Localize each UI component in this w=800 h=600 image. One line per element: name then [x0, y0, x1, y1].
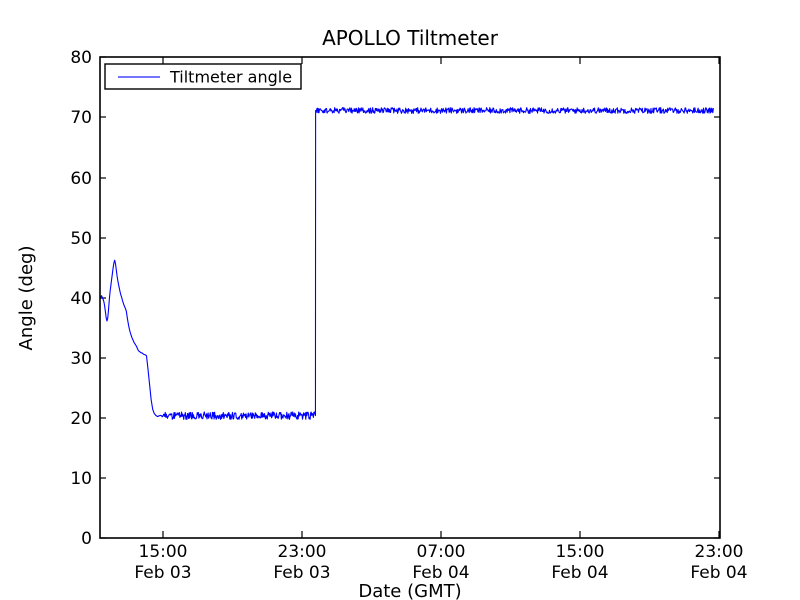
x-axis-ticks: 15:00 Feb 03 23:00 Feb 03 07:00 Feb 04 1… — [134, 57, 748, 583]
x-tick-label-time: 23:00 — [278, 542, 327, 562]
y-tick-label: 0 — [81, 529, 92, 549]
x-tick-0: 15:00 Feb 03 — [134, 57, 192, 583]
y-tick-label: 20 — [70, 409, 92, 429]
y-axis-title: Angle (deg) — [16, 246, 37, 351]
page-title: APOLLO Tiltmeter — [322, 26, 499, 50]
x-tick-label-time: 23:00 — [695, 542, 744, 562]
y-tick-label: 10 — [70, 469, 92, 489]
x-tick-label-date: Feb 04 — [412, 563, 469, 583]
y-tick-label: 60 — [70, 169, 92, 189]
x-tick-label-date: Feb 03 — [273, 563, 330, 583]
y-tick-20: 20 — [70, 409, 720, 429]
y-axis-ticks: 0 10 20 30 40 — [70, 48, 720, 549]
y-tick-30: 30 — [70, 349, 720, 369]
plot-area-background — [100, 57, 720, 538]
y-tick-label: 80 — [70, 48, 92, 68]
legend-label-tiltmeter-angle: Tiltmeter angle — [169, 68, 292, 87]
x-tick-label-time: 15:00 — [139, 542, 188, 562]
y-tick-10: 10 — [70, 469, 720, 489]
x-tick-label-time: 15:00 — [556, 542, 605, 562]
y-tick-70: 70 — [70, 108, 720, 128]
x-tick-label-time: 07:00 — [417, 542, 466, 562]
y-tick-label: 30 — [70, 349, 92, 369]
x-tick-label-date: Feb 04 — [690, 563, 747, 583]
y-tick-label: 70 — [70, 108, 92, 128]
tiltmeter-angle-series — [100, 107, 714, 420]
y-tick-label: 40 — [70, 289, 92, 309]
x-tick-1: 23:00 Feb 03 — [273, 57, 331, 583]
y-tick-60: 60 — [70, 169, 720, 189]
x-tick-2: 07:00 Feb 04 — [412, 57, 470, 583]
x-tick-label-date: Feb 04 — [551, 563, 608, 583]
legend: Tiltmeter angle — [104, 63, 302, 90]
plot-frame — [99, 56, 721, 539]
y-tick-label: 50 — [70, 229, 92, 249]
x-tick-3: 15:00 Feb 04 — [551, 57, 609, 583]
x-tick-label-date: Feb 03 — [134, 563, 191, 583]
x-tick-4: 23:00 Feb 04 — [690, 57, 748, 583]
x-axis-title: Date (GMT) — [358, 581, 461, 600]
y-tick-50: 50 — [70, 229, 720, 249]
